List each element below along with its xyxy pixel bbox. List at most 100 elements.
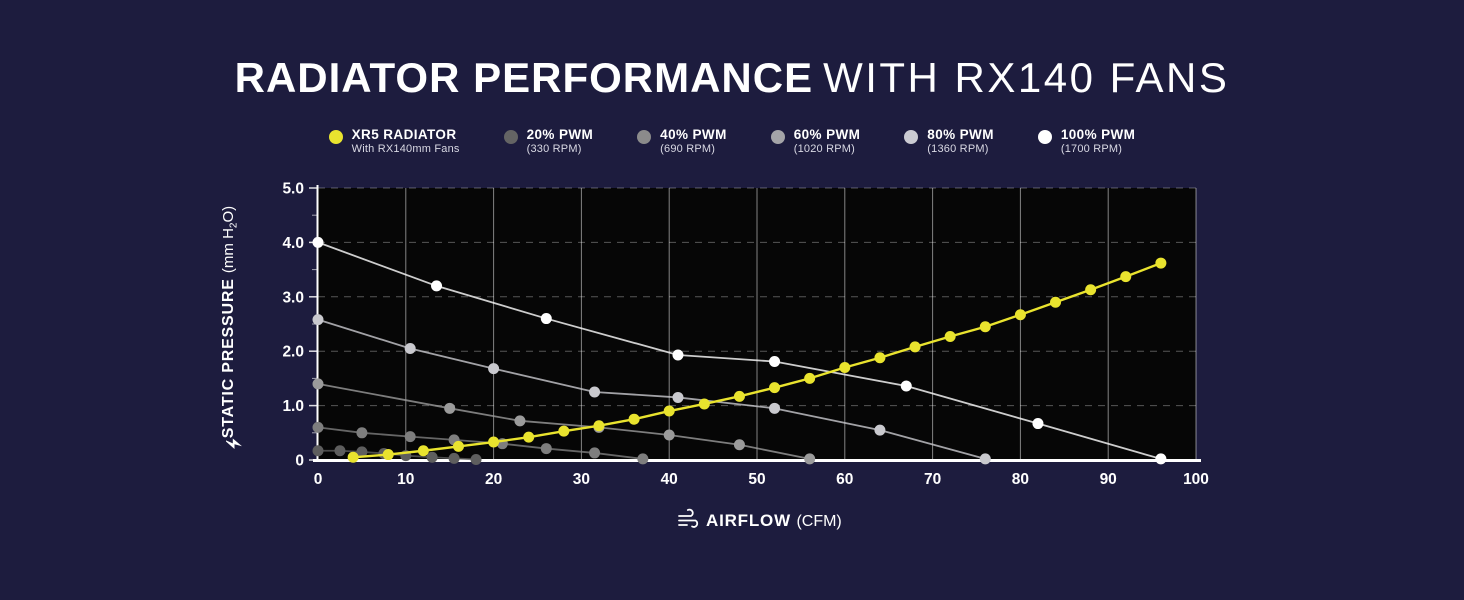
legend-item-80-pwm: 80% PWM (1360 RPM) <box>904 127 994 156</box>
series-point <box>312 421 324 433</box>
series-point <box>356 446 368 458</box>
series-point <box>589 447 601 459</box>
x-tick-label: 50 <box>748 471 765 488</box>
legend-label: 80% PWM <box>927 127 994 142</box>
series-point <box>540 313 552 325</box>
series-point <box>312 236 324 248</box>
series-point <box>347 451 359 463</box>
series-point <box>404 431 416 443</box>
series-point <box>426 451 438 463</box>
legend-sublabel: (690 RPM) <box>660 142 716 155</box>
series-point <box>804 372 816 384</box>
y-tick-label: 0 <box>295 453 304 470</box>
airflow-icon <box>678 508 699 528</box>
x-axis-title: AIRFLOW (CFM) <box>706 511 842 530</box>
series-point <box>1155 453 1167 465</box>
series-point <box>1032 418 1044 430</box>
y-tick-label: 4.0 <box>282 235 304 252</box>
series-point <box>1085 284 1097 296</box>
x-tick-label: 100 <box>1183 471 1209 488</box>
legend-text: 80% PWM (1360 RPM) <box>927 127 994 156</box>
series-point <box>356 427 368 439</box>
legend-text: 40% PWM (690 RPM) <box>660 127 727 156</box>
legend-label: 100% PWM <box>1060 127 1136 142</box>
series-point <box>1120 271 1132 283</box>
series-line-xr5-radiator <box>353 261 1162 459</box>
chart-title-bold: RADIATOR PERFORMANCE <box>234 54 814 101</box>
series-point <box>769 402 781 414</box>
pressure-icon <box>226 438 242 449</box>
x-tick-label: 70 <box>924 471 941 488</box>
series-point <box>312 378 324 390</box>
series-point <box>769 356 781 368</box>
y-axis-title: STATIC PRESSURE (mm H2O) <box>220 206 240 438</box>
series-point <box>733 439 745 451</box>
legend-dot <box>1037 130 1052 144</box>
x-tick-label: 90 <box>1100 471 1117 488</box>
legend-item-100-pwm: 100% PWM (1700 RPM) <box>1037 127 1135 156</box>
series-point <box>839 362 851 374</box>
series-point <box>672 349 684 361</box>
series-point <box>540 443 552 455</box>
series-point <box>769 382 781 394</box>
series-point <box>382 449 394 461</box>
legend-text: 100% PWM (1700 RPM) <box>1061 127 1135 156</box>
series-point <box>628 413 640 425</box>
series-point <box>404 342 416 354</box>
legend-item-xr5-radiator: XR5 RADIATOR With RX140mm Fans <box>328 127 460 156</box>
series-point <box>452 440 464 452</box>
legend-text: 20% PWM (330 RPM) <box>527 127 594 156</box>
legend-label: 40% PWM <box>660 127 727 142</box>
x-tick-label: 40 <box>661 471 678 488</box>
y-tick-label: 5.0 <box>282 181 304 198</box>
series-line-40-pwm <box>317 426 643 460</box>
series-point <box>312 445 324 457</box>
series-line-80-pwm <box>317 318 986 460</box>
series-point <box>589 386 601 398</box>
x-tick-label: 30 <box>573 471 590 488</box>
chart-title-light: WITH RX140 FANS <box>823 54 1230 101</box>
legend-dot <box>770 130 785 144</box>
legend-item-60-pwm: 60% PWM (1020 RPM) <box>770 127 861 156</box>
legend-sublabel: (1700 RPM) <box>1060 142 1123 155</box>
series-point <box>909 341 921 353</box>
series-point <box>488 436 500 448</box>
series-point <box>1050 296 1062 308</box>
series-point <box>698 398 710 410</box>
series-point <box>979 453 991 465</box>
series-point <box>874 424 886 436</box>
series-point <box>944 331 956 343</box>
series-point <box>523 431 535 443</box>
series-point <box>663 405 675 417</box>
legend-item-20-pwm: 20% PWM (330 RPM) <box>503 127 594 156</box>
legend-label: 60% PWM <box>793 127 861 142</box>
x-tick-label: 0 <box>314 471 323 488</box>
x-tick-label: 20 <box>485 471 502 488</box>
series-point <box>874 352 886 364</box>
legend-sublabel: With RX140mm Fans <box>351 142 460 155</box>
legend-label: 20% PWM <box>526 127 594 142</box>
series-point <box>637 453 649 465</box>
series-point <box>312 314 324 326</box>
legend-dot <box>328 130 343 144</box>
series-point <box>979 321 991 333</box>
series-line-100-pwm <box>317 241 1162 460</box>
wind-line-top <box>678 508 694 517</box>
series-point <box>334 445 346 457</box>
series-point <box>804 453 816 465</box>
series-point <box>663 429 675 441</box>
series-point <box>672 391 684 403</box>
legend-item-40-pwm: 40% PWM (690 RPM) <box>637 127 727 156</box>
y-tick-label: 2.0 <box>282 344 304 361</box>
legend-sublabel: (1360 RPM) <box>927 142 989 155</box>
lightning-bolt-icon <box>226 438 242 449</box>
series-point <box>417 445 429 457</box>
series-point <box>593 420 605 432</box>
legend-sublabel: (330 RPM) <box>526 142 582 155</box>
legend-sublabel: (1020 RPM) <box>793 142 856 155</box>
legend-dot <box>503 130 518 144</box>
legend: XR5 RADIATOR With RX140mm Fans 20% PWM (330… <box>0 127 1464 156</box>
legend-dot <box>637 130 652 144</box>
series-point <box>448 452 460 464</box>
